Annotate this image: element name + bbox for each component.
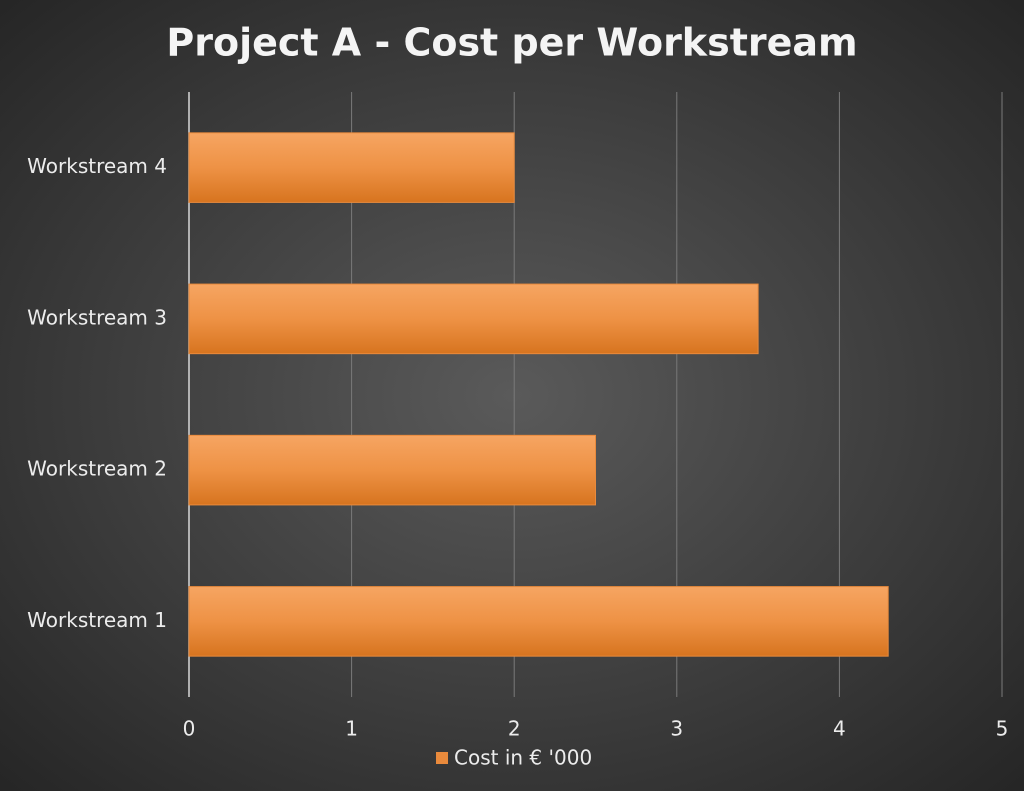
y-tick-label: Workstream 3 bbox=[27, 305, 167, 329]
chart-title: Project A - Cost per Workstream bbox=[166, 21, 857, 65]
x-tick-label: 0 bbox=[183, 717, 196, 741]
x-tick-label: 5 bbox=[996, 717, 1009, 741]
legend-swatch bbox=[436, 752, 448, 764]
x-tick-label: 4 bbox=[833, 717, 846, 741]
bar bbox=[188, 434, 596, 506]
x-tick-label: 3 bbox=[670, 717, 683, 741]
x-tick-label: 1 bbox=[345, 717, 358, 741]
y-tick-label: Workstream 4 bbox=[27, 154, 167, 178]
y-tick-label: Workstream 1 bbox=[27, 608, 167, 632]
bar bbox=[188, 283, 759, 355]
x-tick-label: 2 bbox=[508, 717, 521, 741]
bar bbox=[188, 132, 515, 203]
bar bbox=[188, 586, 889, 657]
legend-label: Cost in € '000 bbox=[454, 746, 592, 770]
y-tick-label: Workstream 2 bbox=[27, 457, 167, 481]
